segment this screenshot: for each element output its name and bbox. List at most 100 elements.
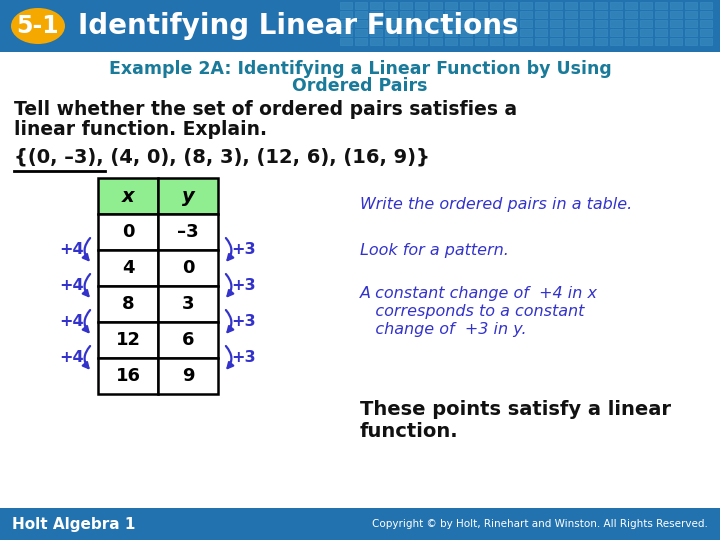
Bar — [700, 20, 712, 27]
Text: –3: –3 — [177, 223, 199, 241]
Bar — [565, 2, 577, 9]
Bar — [655, 11, 667, 18]
Bar — [370, 38, 382, 45]
Bar — [385, 29, 397, 36]
Bar — [98, 214, 158, 250]
Bar — [535, 38, 547, 45]
Bar — [520, 11, 532, 18]
Bar — [400, 38, 412, 45]
Bar — [400, 29, 412, 36]
Text: Look for a pattern.: Look for a pattern. — [360, 242, 509, 258]
Bar — [520, 38, 532, 45]
Bar — [580, 11, 592, 18]
Text: 16: 16 — [115, 367, 140, 385]
Bar — [475, 11, 487, 18]
Bar — [535, 2, 547, 9]
Text: 3: 3 — [181, 295, 194, 313]
Text: 4: 4 — [122, 259, 134, 277]
Text: 6: 6 — [181, 331, 194, 349]
Bar — [610, 11, 622, 18]
Bar — [685, 38, 697, 45]
Text: {(0, –3), (4, 0), (8, 3), (12, 6), (16, 9)}: {(0, –3), (4, 0), (8, 3), (12, 6), (16, … — [14, 148, 430, 167]
Bar — [625, 2, 637, 9]
Bar — [520, 20, 532, 27]
Text: +4: +4 — [60, 242, 84, 258]
Bar — [505, 38, 517, 45]
Bar — [550, 2, 562, 9]
Bar — [535, 29, 547, 36]
Bar — [385, 2, 397, 9]
Text: function.: function. — [360, 422, 459, 441]
Bar — [670, 29, 682, 36]
Text: Holt Algebra 1: Holt Algebra 1 — [12, 516, 135, 531]
Bar — [700, 2, 712, 9]
Bar — [355, 2, 367, 9]
Text: +4: +4 — [60, 314, 84, 329]
Bar — [340, 11, 352, 18]
Bar — [670, 11, 682, 18]
Bar — [415, 20, 427, 27]
Bar — [580, 38, 592, 45]
Bar — [98, 358, 158, 394]
Bar — [490, 20, 502, 27]
Text: Ordered Pairs: Ordered Pairs — [292, 77, 428, 95]
Text: change of  +3 in y.: change of +3 in y. — [360, 322, 526, 337]
Text: 0: 0 — [181, 259, 194, 277]
Text: +3: +3 — [232, 350, 256, 366]
Text: Example 2A: Identifying a Linear Function by Using: Example 2A: Identifying a Linear Functio… — [109, 60, 611, 78]
Bar — [415, 29, 427, 36]
Bar — [625, 29, 637, 36]
Bar — [490, 29, 502, 36]
Bar — [520, 29, 532, 36]
Bar — [340, 29, 352, 36]
Bar — [700, 11, 712, 18]
Bar — [158, 286, 218, 322]
Text: 0: 0 — [122, 223, 134, 241]
Bar — [535, 11, 547, 18]
Bar — [460, 29, 472, 36]
Bar — [550, 11, 562, 18]
Bar — [460, 11, 472, 18]
Bar — [445, 38, 457, 45]
Bar — [460, 38, 472, 45]
Bar — [685, 29, 697, 36]
Text: These points satisfy a linear: These points satisfy a linear — [360, 400, 671, 419]
Text: 8: 8 — [122, 295, 135, 313]
Bar — [685, 20, 697, 27]
Bar — [98, 286, 158, 322]
Bar — [460, 20, 472, 27]
Bar — [640, 2, 652, 9]
Bar — [445, 2, 457, 9]
Bar — [385, 38, 397, 45]
Bar — [505, 20, 517, 27]
Bar — [475, 38, 487, 45]
Bar — [625, 11, 637, 18]
Bar — [340, 20, 352, 27]
Text: Write the ordered pairs in a table.: Write the ordered pairs in a table. — [360, 198, 632, 213]
Bar — [98, 250, 158, 286]
Bar — [475, 29, 487, 36]
Bar — [158, 358, 218, 394]
Bar — [655, 2, 667, 9]
Bar — [595, 11, 607, 18]
Bar — [550, 38, 562, 45]
Bar — [685, 11, 697, 18]
Bar — [158, 178, 218, 214]
Bar — [565, 11, 577, 18]
Bar — [430, 2, 442, 9]
Bar — [550, 29, 562, 36]
Bar — [490, 11, 502, 18]
Bar — [0, 0, 720, 52]
Bar — [625, 38, 637, 45]
Bar — [355, 20, 367, 27]
Text: +4: +4 — [60, 279, 84, 294]
Bar — [565, 20, 577, 27]
Bar — [550, 20, 562, 27]
Text: corresponds to a constant: corresponds to a constant — [360, 304, 585, 319]
Bar — [475, 20, 487, 27]
Bar — [640, 29, 652, 36]
Text: +4: +4 — [60, 350, 84, 366]
Text: y: y — [181, 186, 194, 206]
Bar — [520, 2, 532, 9]
Bar — [400, 2, 412, 9]
